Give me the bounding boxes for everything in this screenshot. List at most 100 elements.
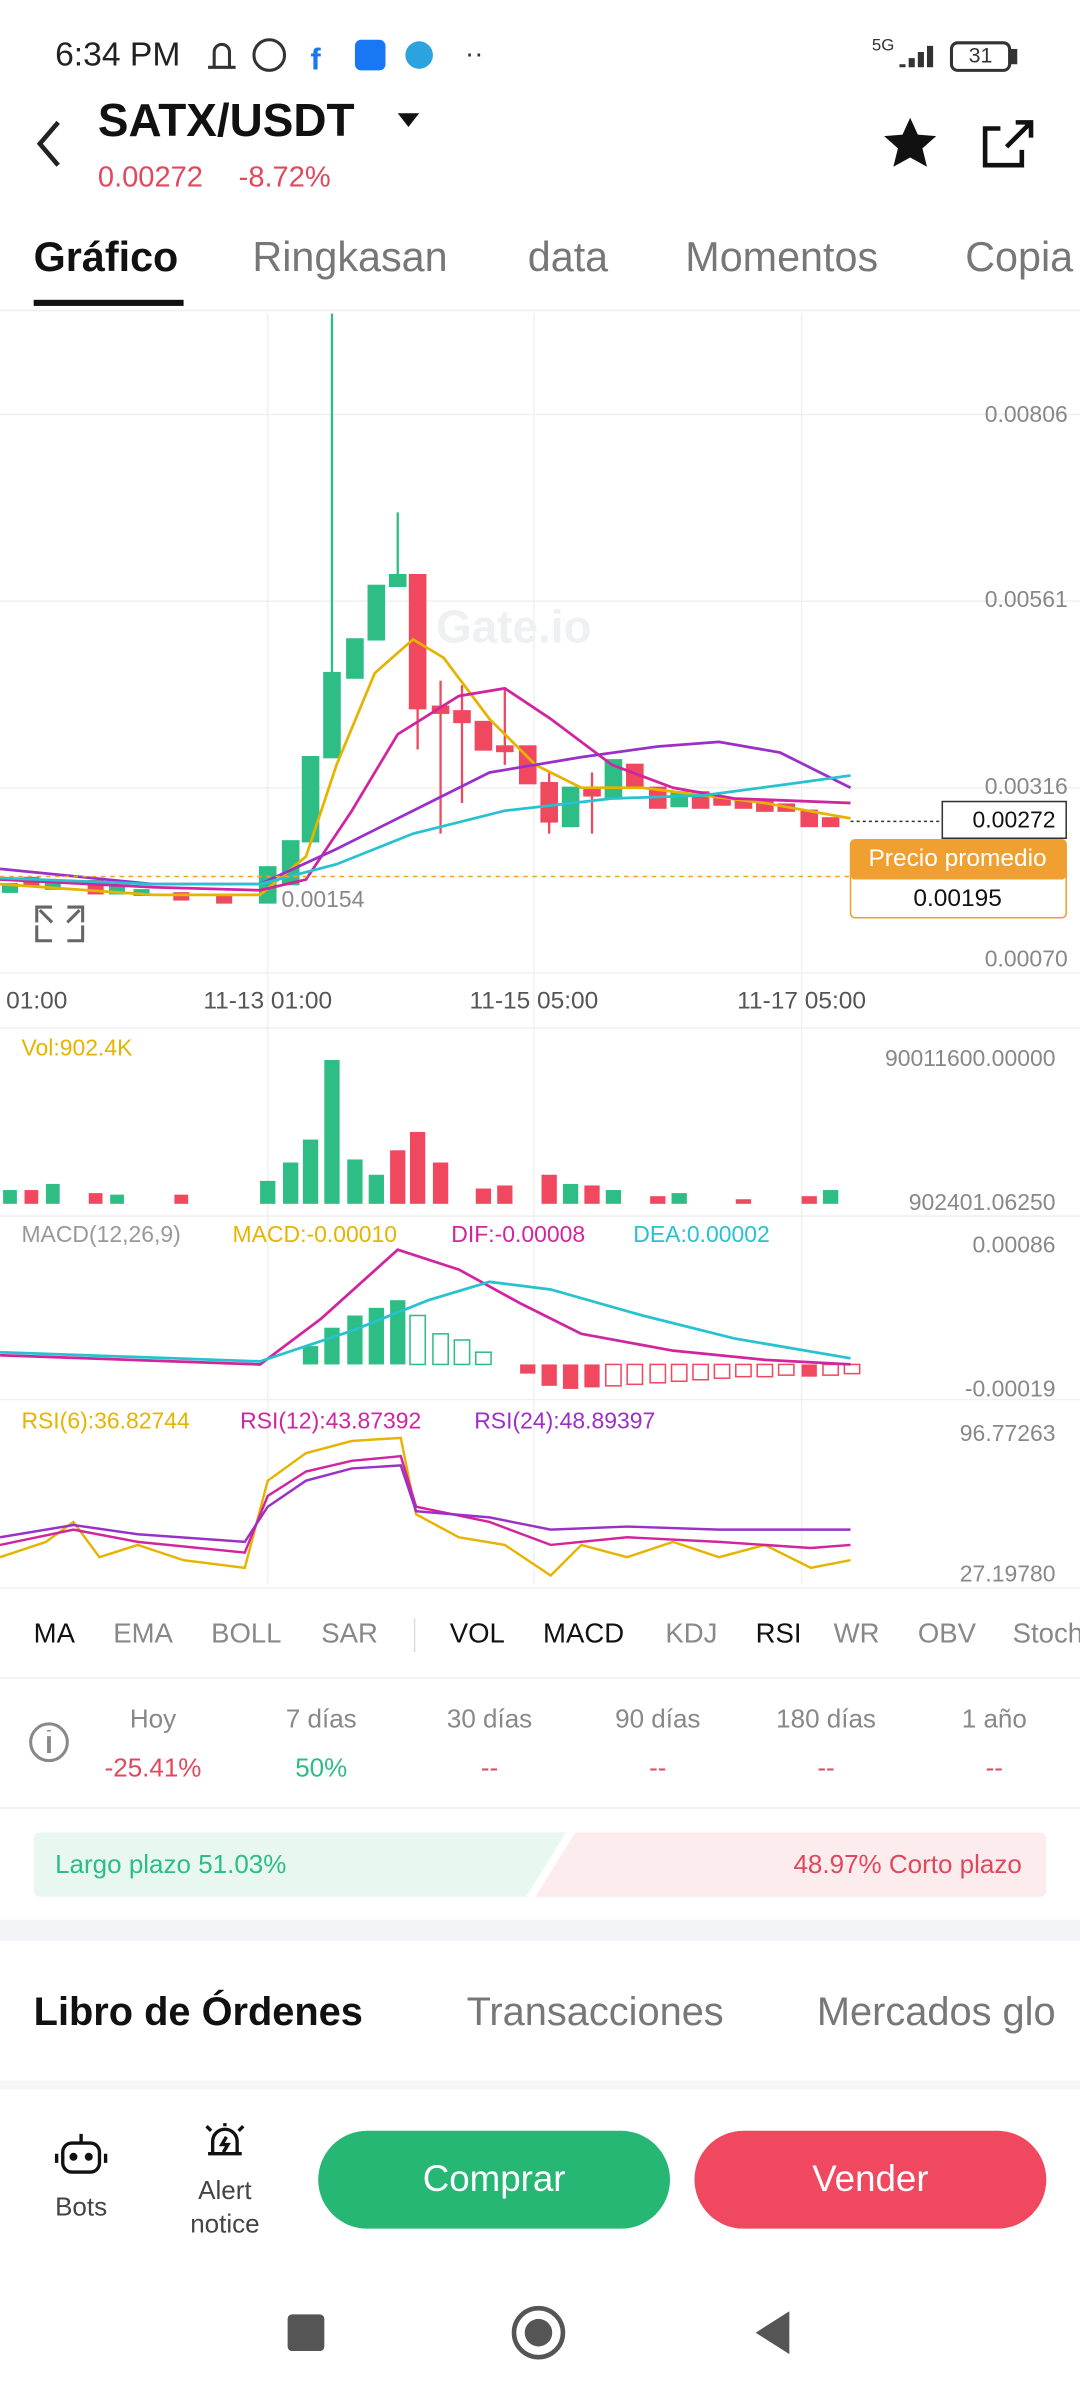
macd-bar	[562, 1364, 579, 1389]
candle	[346, 638, 364, 679]
favorite-button[interactable]	[884, 117, 937, 167]
share-button[interactable]	[982, 120, 1034, 168]
macd-bar	[520, 1364, 536, 1374]
indicator[interactable]: Stoch	[1013, 1617, 1080, 1648]
indicator[interactable]: MA	[34, 1617, 76, 1648]
indicator[interactable]: KDJ	[665, 1617, 717, 1648]
macd-bar	[670, 1363, 688, 1383]
volume-bar	[605, 1190, 622, 1204]
macd-bar	[390, 1300, 406, 1365]
moving-average	[0, 686, 851, 892]
rsi-max: 96.77263	[960, 1420, 1056, 1446]
macd-value: MACD:-0.00010	[233, 1221, 397, 1247]
indicator[interactable]: BOLL	[211, 1617, 281, 1648]
indicator[interactable]: RSI	[756, 1617, 802, 1648]
indicator[interactable]: SAR	[321, 1617, 378, 1648]
indicator[interactable]: OBV	[918, 1617, 977, 1648]
macd-bar	[368, 1307, 384, 1365]
short-ratio: 48.97% Corto plazo	[793, 1849, 1021, 1879]
bottom-tab[interactable]: Transacciones	[467, 1990, 724, 2034]
volume-bar	[174, 1194, 189, 1204]
alert-label[interactable]: notice	[190, 2208, 259, 2238]
price-change: -8.72%	[239, 162, 331, 194]
fullscreen-button[interactable]	[35, 905, 85, 943]
bots-label[interactable]: Bots	[55, 2192, 107, 2222]
info-icon[interactable]	[29, 1722, 69, 1763]
candle	[216, 895, 233, 904]
period: 7 días	[286, 1704, 357, 1734]
volume-label: Vol:902.4K	[21, 1034, 133, 1060]
time-label: 11-13 01:00	[203, 987, 332, 1014]
sell-button[interactable]	[694, 2130, 1047, 2229]
period-change: --	[649, 1753, 666, 1783]
candle	[561, 786, 580, 828]
period-change: --	[986, 1753, 1003, 1783]
bottom-tab[interactable]: Libro de Órdenes	[34, 1988, 363, 2034]
indicator[interactable]: VOL	[450, 1617, 505, 1648]
section-gap	[0, 1919, 1080, 1942]
macd-bar	[713, 1363, 731, 1379]
price-axis-label: 0.00316	[985, 773, 1068, 799]
macd-bar	[756, 1363, 774, 1378]
macd-bar	[302, 1300, 861, 1389]
tab[interactable]: data	[528, 234, 608, 280]
status-icons	[405, 41, 433, 69]
period: Hoy	[130, 1704, 176, 1734]
nav-back[interactable]	[755, 2311, 790, 2355]
average-price: 0.00195	[913, 885, 1001, 912]
moving-average	[0, 637, 851, 897]
buy-label[interactable]: Comprar	[423, 2158, 566, 2199]
alert-icon[interactable]	[205, 2123, 245, 2156]
macd-bar	[649, 1363, 667, 1384]
status-icons: f ··	[208, 37, 1018, 76]
volume-bar	[562, 1183, 579, 1204]
sell-label[interactable]: Vender	[812, 2158, 928, 2199]
macd-bar	[324, 1327, 340, 1365]
tab[interactable]: Momentos	[685, 234, 878, 280]
buy-button[interactable]	[318, 2130, 671, 2229]
pair-name[interactable]: SATX/USDT	[98, 94, 355, 146]
time-label: 11-17 05:00	[737, 987, 866, 1014]
volume-bar	[368, 1174, 384, 1204]
macd-bar	[692, 1363, 710, 1381]
status-icons: f	[311, 42, 322, 76]
macd-bar	[626, 1363, 644, 1386]
nav-home[interactable]	[511, 2305, 566, 2360]
period: 180 días	[776, 1704, 876, 1734]
nav-recents[interactable]	[287, 2314, 325, 2352]
divider	[0, 2080, 1080, 2090]
alert-label[interactable]: Alert	[198, 2175, 252, 2205]
moving-average	[0, 637, 852, 897]
macd-bar	[541, 1364, 557, 1386]
tab[interactable]: Copia	[965, 234, 1073, 280]
volume-bar	[3, 1060, 839, 1204]
indicator[interactable]: MACD	[543, 1617, 624, 1648]
pair-dropdown[interactable]	[397, 113, 420, 127]
macd-bar	[777, 1363, 795, 1376]
status-network: 5G	[872, 35, 894, 54]
volume-bar	[110, 1194, 124, 1204]
macd-bar	[474, 1351, 492, 1366]
candle	[670, 791, 688, 808]
volume-bar	[3, 1190, 17, 1204]
tab[interactable]: Ringkasan	[252, 234, 447, 280]
back-button[interactable]	[36, 120, 60, 167]
candle	[173, 892, 190, 901]
bots-icon[interactable]	[54, 2133, 108, 2174]
watermark: Gate.io	[436, 600, 592, 652]
macd-max: 0.00086	[973, 1232, 1056, 1258]
status-battery: 31	[969, 43, 993, 67]
period-change: -25.41%	[105, 1753, 202, 1783]
volume-bar	[24, 1190, 39, 1204]
indicator[interactable]: WR	[834, 1617, 880, 1648]
tab[interactable]: Gráfico	[34, 234, 179, 280]
last-price: 0.00272	[98, 162, 203, 194]
rsi-line	[0, 1464, 851, 1544]
bottom-tab[interactable]: Mercados glo	[817, 1990, 1056, 2034]
indicator[interactable]: EMA	[113, 1617, 173, 1648]
period: 90 días	[615, 1704, 700, 1734]
volume-bar	[671, 1193, 687, 1204]
volume-bar	[497, 1185, 513, 1204]
bots-icon	[54, 2133, 108, 2163]
short-bar	[535, 1832, 1047, 1897]
